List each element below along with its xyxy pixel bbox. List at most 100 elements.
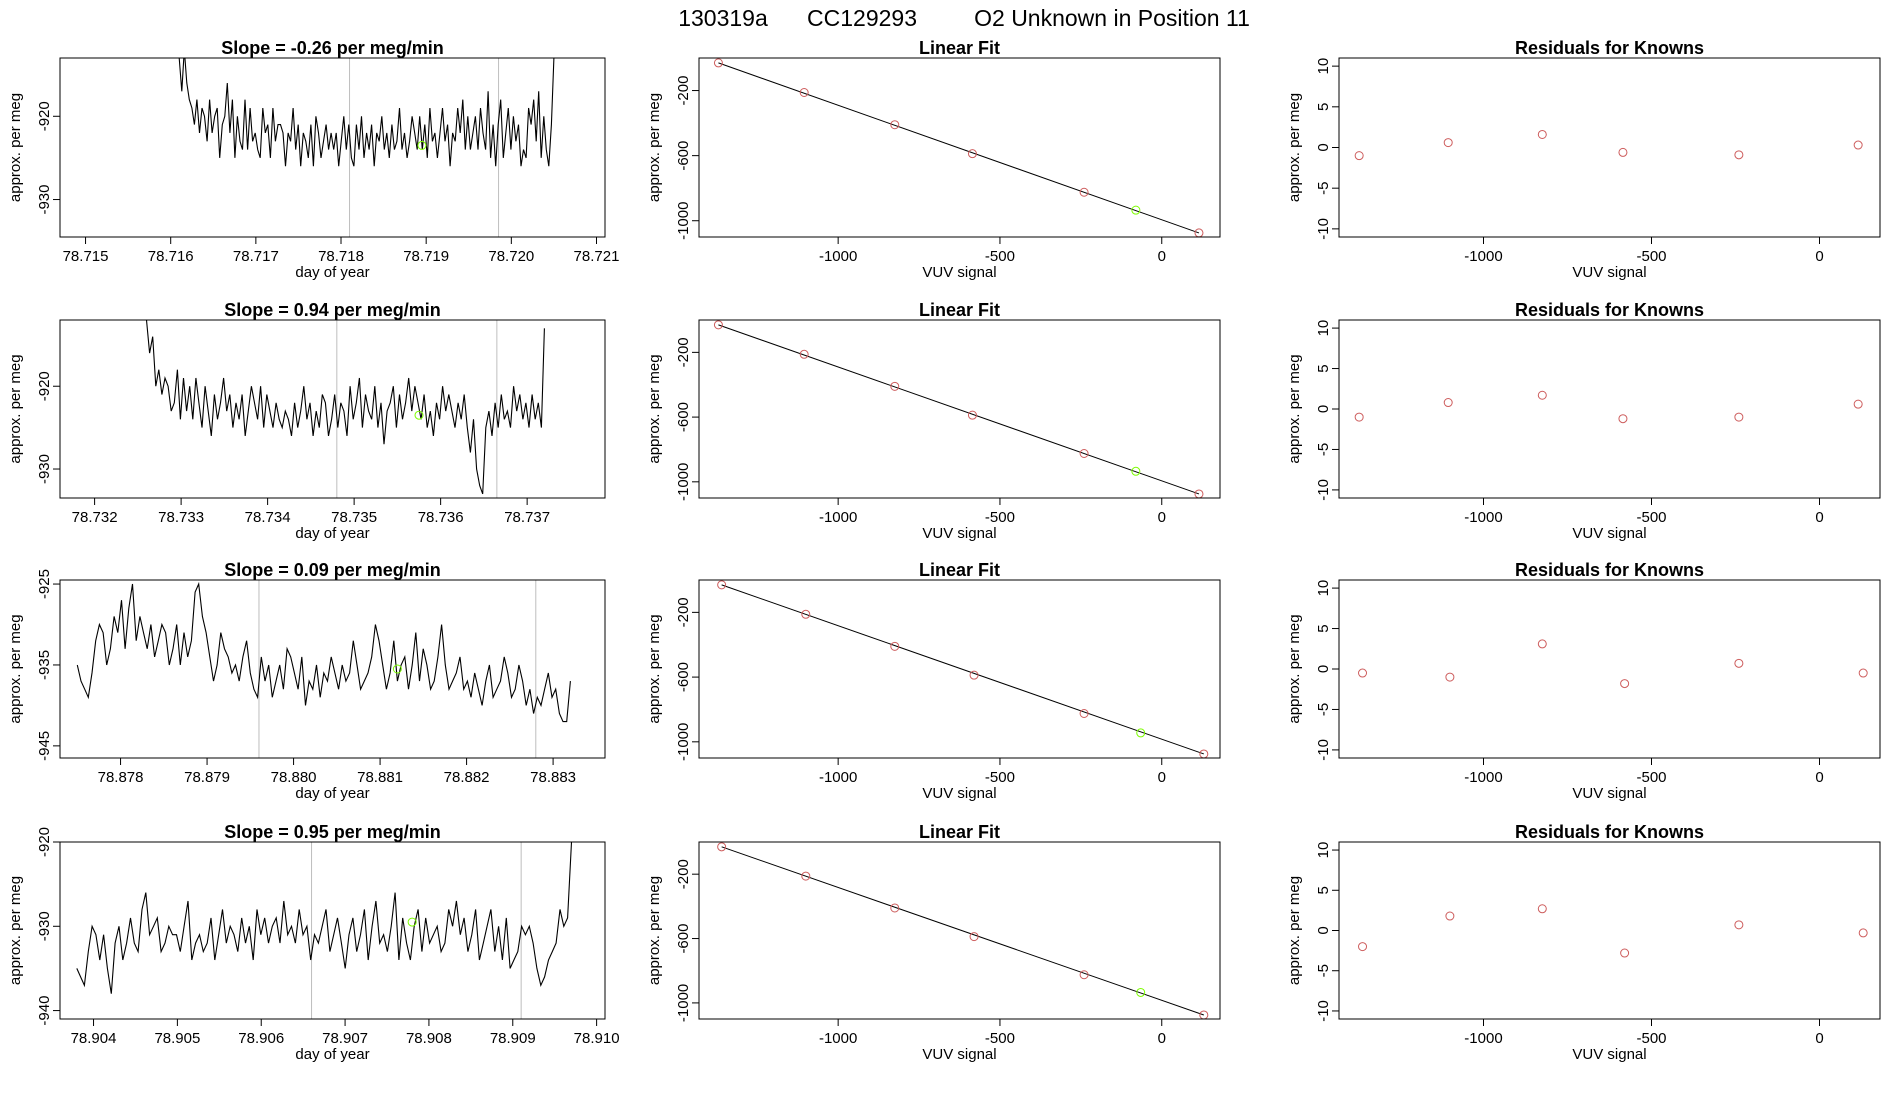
x-tick-label: 78.716: [148, 248, 194, 265]
known-point: [1620, 948, 1630, 958]
unknown-point: [1136, 728, 1146, 738]
known-point: [1079, 187, 1089, 197]
y-tick-label: -935: [36, 650, 53, 680]
known-point: [890, 903, 900, 913]
x-axis-label: VUV signal: [1572, 785, 1646, 802]
known-point: [1858, 668, 1868, 678]
plot-area: [717, 842, 1209, 1019]
y-tick-label: -600: [675, 141, 692, 171]
x-tick-label: -500: [985, 248, 1015, 265]
known-point: [969, 932, 979, 942]
y-axis-label: approx. per meg: [7, 354, 24, 463]
x-tick-label: -1000: [1464, 1030, 1502, 1047]
known-point: [1079, 449, 1089, 458]
x-axis-label: VUV signal: [922, 264, 996, 281]
x-tick-label: 78.878: [98, 769, 144, 786]
y-tick-label: -5: [1315, 964, 1332, 977]
known-point: [1537, 129, 1547, 139]
x-tick-label: 0: [1815, 248, 1823, 265]
y-tick-label: -920: [36, 101, 53, 131]
x-tick-label: 78.732: [72, 509, 118, 526]
panel-r4-trace: Slope = 0.95 per meg/min 78.904 78.905 78.9…: [7, 822, 620, 1063]
x-tick-label: -1000: [1464, 509, 1502, 526]
x-tick-label: -1000: [819, 248, 857, 265]
y-tick-label: -600: [675, 662, 692, 692]
x-tick-label: 78.737: [504, 509, 550, 526]
y-tick-label: -200: [675, 337, 692, 367]
x-tick-label: 78.904: [71, 1030, 117, 1047]
x-tick-label: -500: [1636, 1030, 1666, 1047]
x-tick-label: -500: [1636, 509, 1666, 526]
x-tick-label: 0: [1158, 769, 1166, 786]
known-point: [890, 641, 900, 651]
trace-line: [178, 58, 555, 167]
y-axis-label: approx. per meg: [7, 93, 24, 202]
known-point: [1618, 147, 1628, 157]
known-point: [801, 871, 811, 881]
panel-r3-fit: Linear Fit -1000 -500 0 -200 -600 -1000 VUV sig…: [646, 560, 1221, 802]
x-tick-label: 78.907: [322, 1030, 368, 1047]
panel-title: Linear Fit: [919, 300, 1000, 320]
x-tick-label: 78.721: [574, 248, 620, 265]
y-tick-label: -1000: [675, 202, 692, 240]
x-tick-label: 0: [1158, 1030, 1166, 1047]
known-point: [967, 410, 977, 420]
y-tick-label: -1000: [675, 984, 692, 1022]
y-tick-label: -920: [36, 827, 53, 857]
panels-grid: Slope = -0.26 per meg/min 78.715 78.716 78.…: [7, 38, 1881, 1063]
x-tick-label: 78.906: [238, 1030, 284, 1047]
x-tick-label: 78.879: [184, 769, 230, 786]
y-tick-label: -200: [675, 76, 692, 106]
fit-line: [718, 62, 1200, 234]
x-tick-label: 78.720: [488, 248, 534, 265]
plot-area: [76, 842, 573, 1019]
plot-frame: [698, 841, 1221, 1020]
known-point: [890, 120, 900, 130]
known-point: [801, 609, 811, 619]
x-tick-label: 78.910: [574, 1030, 620, 1047]
y-tick-label: 10: [1315, 320, 1332, 337]
panel-r1-trace: Slope = -0.26 per meg/min 78.715 78.716 78.…: [7, 38, 619, 281]
y-tick-label: -200: [675, 859, 692, 889]
x-tick-label: 78.735: [331, 509, 377, 526]
plot-frame: [1338, 579, 1881, 759]
panel-r3-trace: Slope = 0.09 per meg/min 78.878 78.879 78.8…: [7, 560, 606, 802]
unknown-point: [1131, 466, 1141, 476]
x-tick-label: 78.736: [418, 509, 464, 526]
y-tick-label: -920: [36, 371, 53, 401]
unknown-marker: [414, 410, 424, 420]
panel-title: Linear Fit: [919, 560, 1000, 580]
y-tick-label: -1000: [675, 723, 692, 761]
unknown-marker: [392, 664, 402, 674]
x-tick-label: 78.715: [63, 248, 109, 265]
x-tick-label: 78.880: [271, 769, 317, 786]
known-point: [1079, 970, 1089, 980]
figure-title-cylinder: CC129293: [807, 5, 917, 31]
known-point: [1537, 639, 1547, 649]
figure-title-description: O2 Unknown in Position 11: [974, 5, 1250, 31]
known-point: [1354, 412, 1364, 422]
plot-frame: [698, 57, 1221, 238]
panel-r2-trace: Slope = 0.94 per meg/min 78.732 78.733 78.7…: [7, 300, 606, 542]
plot-area: [1358, 904, 1868, 958]
plot-area: [1354, 129, 1863, 161]
panel-title: Slope = 0.09 per meg/min: [224, 560, 441, 580]
known-point: [1620, 679, 1630, 689]
panel-r4-fit: Linear Fit -1000 -500 0 -200 -600 -1000 VUV sig…: [646, 822, 1221, 1063]
figure-title: 130319a CC129293 O2 Unknown in Position …: [678, 5, 1250, 31]
x-axis-label: day of year: [295, 264, 369, 281]
y-axis-label: approx. per meg: [7, 876, 24, 985]
y-tick-label: 0: [1315, 405, 1332, 413]
known-point: [1853, 399, 1863, 409]
trace-line: [145, 320, 545, 495]
x-axis-label: VUV signal: [1572, 1046, 1646, 1063]
panel-r1-resid: Residuals for Knowns -1000 -500 0 10 5 0 -5 -10 V…: [1286, 38, 1881, 281]
y-tick-label: -930: [36, 454, 53, 484]
unknown-marker: [407, 917, 417, 927]
y-tick-label: -5: [1315, 182, 1332, 195]
plot-frame: [59, 57, 606, 238]
y-tick-label: 0: [1315, 926, 1332, 934]
x-tick-label: -500: [1636, 248, 1666, 265]
